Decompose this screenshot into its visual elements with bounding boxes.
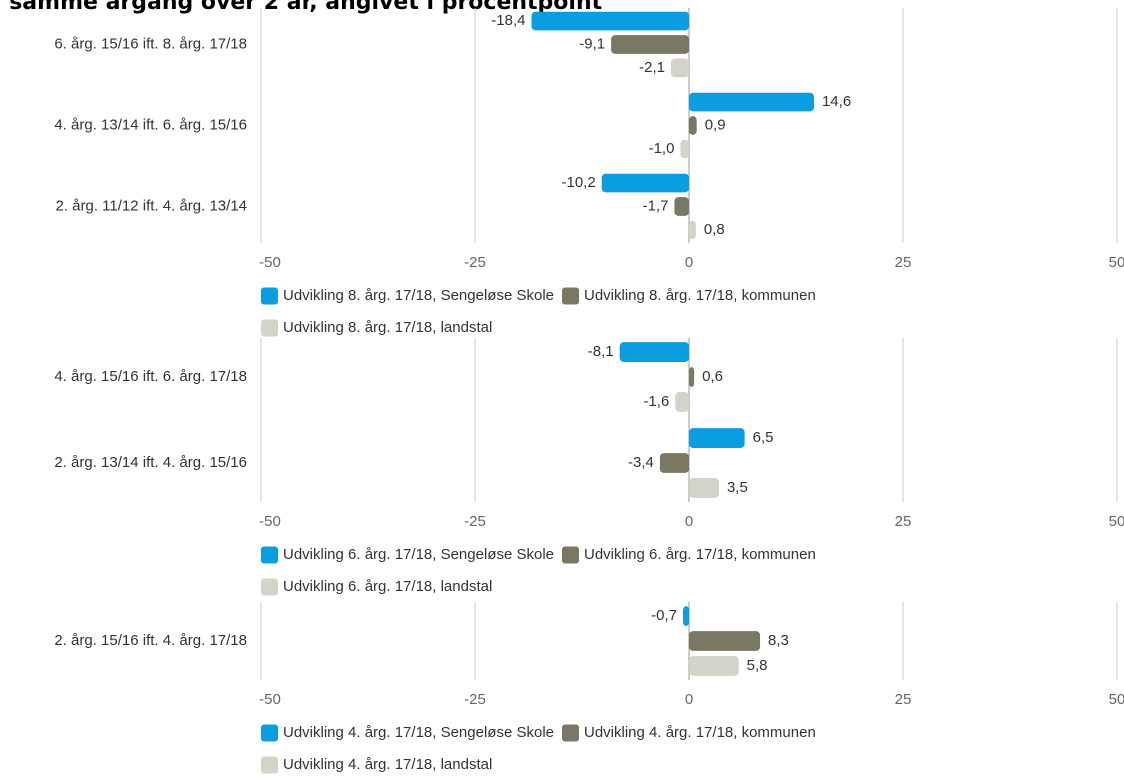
bar [683, 606, 689, 626]
data-label: 0,8 [704, 221, 725, 238]
bar [689, 631, 761, 651]
legend-label: Udvikling 6. årg. 17/18, kommunen [584, 546, 816, 563]
y-tick-label: 2. årg. 11/12 ift. 4. årg. 13/14 [55, 197, 247, 214]
y-tick-label: 4. årg. 15/16 ift. 6. årg. 17/18 [54, 368, 247, 385]
legend-swatch [562, 287, 579, 305]
x-tick-label: -50 [259, 513, 281, 530]
legend-swatch [261, 756, 278, 774]
data-label: 8,3 [768, 632, 789, 649]
bar [611, 35, 689, 54]
chart-title: i samme årgang over 2 år, angivet i proc… [0, 0, 603, 15]
y-tick-label: 4. årg. 13/14 ift. 6. årg. 15/16 [54, 116, 247, 133]
x-tick-label: 0 [685, 691, 693, 708]
x-tick-label: 0 [685, 513, 693, 530]
x-tick-label: 50 [1109, 691, 1124, 708]
x-tick-label: 50 [1109, 254, 1124, 271]
legend-label: Udvikling 4. årg. 17/18, kommunen [584, 724, 816, 741]
legend-label: Udvikling 8. årg. 17/18, landstal [283, 319, 492, 336]
legend-label: Udvikling 8. årg. 17/18, Sengeløse Skole [283, 287, 554, 304]
bar [674, 197, 689, 216]
data-label: -2,1 [639, 59, 665, 76]
bar [689, 92, 814, 112]
x-tick-label: 25 [895, 513, 912, 530]
legend-swatch [261, 724, 278, 742]
data-label: 3,5 [727, 479, 748, 496]
legend-swatch [562, 546, 579, 564]
y-tick-label: 6. årg. 15/16 ift. 8. årg. 17/18 [54, 35, 247, 52]
bar [659, 453, 689, 473]
data-label: 6,5 [753, 429, 774, 446]
data-label: 0,6 [702, 368, 723, 385]
bar [680, 139, 689, 159]
legend-label: Udvikling 4. årg. 17/18, landstal [283, 756, 492, 773]
bar [671, 58, 689, 78]
x-tick-label: 50 [1109, 513, 1124, 530]
bar [689, 428, 745, 448]
y-tick-label: 2. årg. 15/16 ift. 4. årg. 17/18 [54, 632, 247, 649]
x-tick-label: -25 [464, 691, 486, 708]
x-tick-label: -25 [464, 513, 486, 530]
legend-label: Udvikling 4. årg. 17/18, Sengeløse Skole [283, 724, 554, 741]
data-label: -0,7 [651, 607, 677, 624]
x-tick-label: 25 [895, 691, 912, 708]
x-tick-label: 25 [895, 254, 912, 271]
data-label: 14,6 [822, 93, 851, 110]
legend-label: Udvikling 8. årg. 17/18, kommunen [584, 287, 816, 304]
bar [689, 220, 696, 240]
bar [689, 367, 695, 387]
data-label: -18,4 [491, 12, 525, 29]
data-label: -9,1 [579, 35, 605, 52]
data-label: -3,4 [628, 454, 654, 471]
x-tick-label: 0 [685, 254, 693, 271]
legend-label: Udvikling 6. årg. 17/18, Sengeløse Skole [283, 546, 554, 563]
legend-swatch [261, 578, 278, 596]
legend-swatch [261, 546, 278, 564]
y-tick-label: 2. årg. 13/14 ift. 4. årg. 15/16 [54, 454, 247, 471]
legend-swatch [261, 287, 278, 305]
bar [675, 392, 689, 412]
data-label: -8,1 [588, 343, 614, 360]
data-label: 0,9 [705, 116, 726, 133]
legend-swatch [261, 319, 278, 337]
data-label: -1,0 [649, 140, 675, 157]
x-tick-label: -50 [259, 691, 281, 708]
bar [689, 656, 739, 676]
data-label: -10,2 [561, 174, 595, 191]
data-label: -1,6 [643, 393, 669, 410]
bar [531, 11, 689, 31]
bar [601, 173, 689, 193]
legend-label: Udvikling 6. årg. 17/18, landstal [283, 578, 492, 595]
data-label: -1,7 [643, 197, 669, 214]
bar [689, 116, 697, 135]
data-label: 5,8 [747, 657, 768, 674]
x-tick-label: -25 [464, 254, 486, 271]
bar [619, 342, 689, 362]
legend-swatch [562, 724, 579, 742]
bar [689, 478, 719, 498]
x-tick-label: -50 [259, 254, 281, 271]
